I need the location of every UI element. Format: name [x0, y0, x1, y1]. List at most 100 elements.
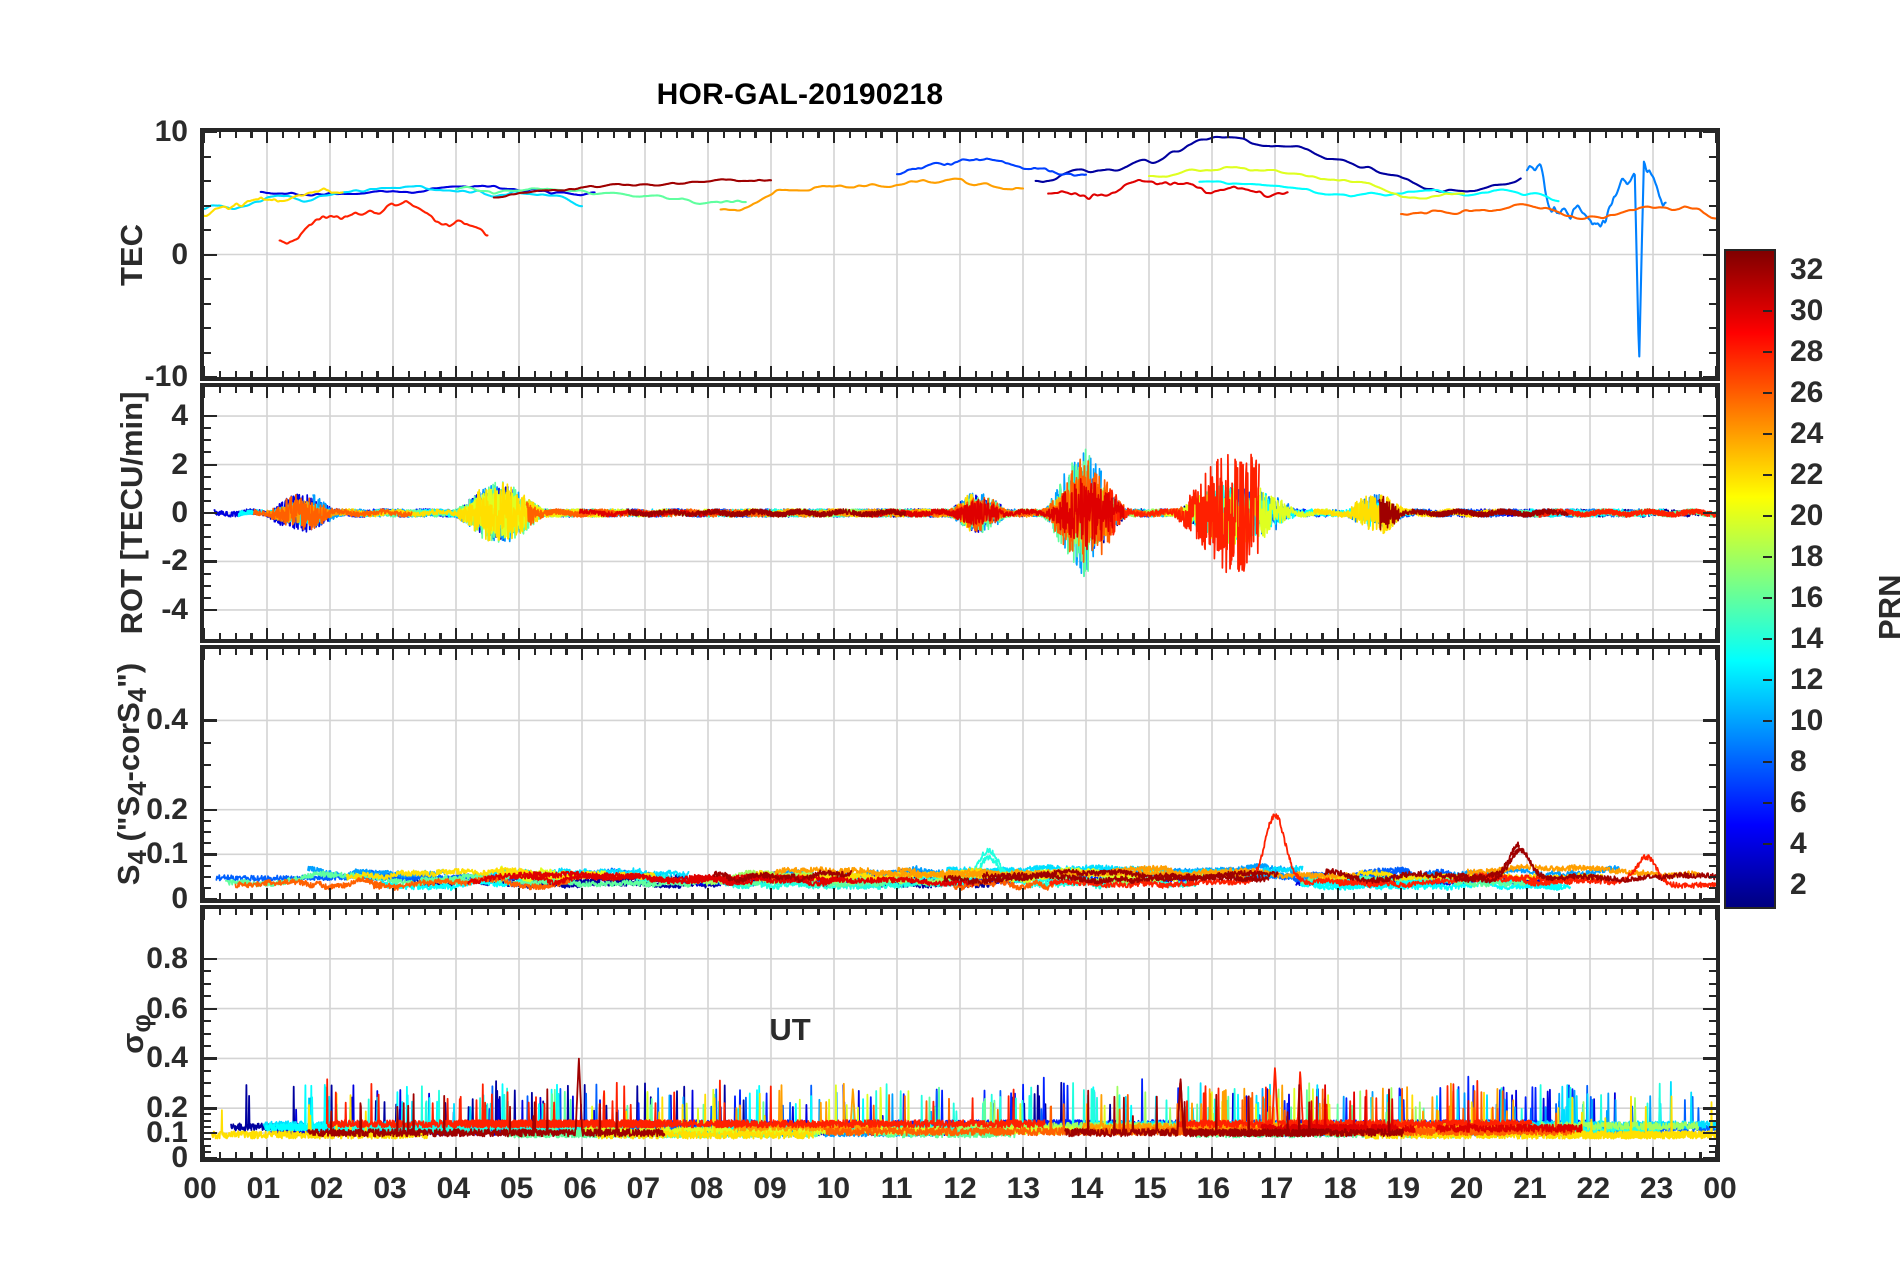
data-series — [307, 1057, 666, 1138]
x-axis-tick-label: 02 — [309, 1172, 344, 1205]
data-series — [714, 1079, 1046, 1129]
data-series — [1174, 1078, 1404, 1138]
plot-panel-rot[interactable] — [200, 383, 1720, 643]
x-axis-label: UT — [769, 1012, 811, 1047]
data-series — [204, 187, 344, 218]
plot-panel-tec[interactable] — [200, 128, 1720, 381]
data-series — [467, 870, 754, 886]
x-axis-tick-label: 08 — [689, 1172, 724, 1205]
x-axis-tick-label: 10 — [816, 1172, 851, 1205]
y-axis-tick-label: -10 — [144, 360, 188, 393]
plot-panel-sigma_phi[interactable] — [200, 905, 1720, 1162]
data-series — [774, 866, 995, 879]
data-series — [897, 866, 1055, 880]
data-series — [1453, 847, 1716, 884]
colorbar-tick-label: 28 — [1790, 334, 1824, 368]
plot-panel-s4[interactable] — [200, 645, 1720, 903]
data-series — [1378, 495, 1552, 531]
y-axis-label-rot: ROT [TECU/min] — [114, 391, 149, 635]
colorbar-tick-label: 6 — [1790, 785, 1807, 819]
x-axis-tick-label: 12 — [943, 1172, 977, 1205]
y-axis-tick-label: 0 — [171, 882, 188, 915]
colorbar-tick-mark — [1763, 309, 1772, 312]
colorbar-tick-mark — [1763, 350, 1772, 353]
data-series — [712, 869, 853, 884]
y-axis-tick-label: -2 — [161, 544, 188, 578]
colorbar-tick-label: 18 — [1790, 539, 1824, 573]
y-axis-label-sigma_phi: σφ — [114, 1013, 157, 1054]
y-axis-tick-label: 0.1 — [146, 837, 188, 871]
colorbar-tick-mark — [1763, 801, 1772, 804]
y-axis-label-tec: TEC — [114, 223, 149, 286]
x-axis-tick-label: 18 — [1323, 1172, 1357, 1205]
data-series — [1565, 508, 1711, 518]
data-series — [712, 508, 837, 518]
colorbar-tick-label: 4 — [1790, 826, 1807, 860]
data-series — [719, 177, 1025, 212]
colorbar-tick-label: 32 — [1790, 252, 1824, 286]
data-series — [823, 1094, 1006, 1137]
x-axis-tick-label: 16 — [1196, 1172, 1231, 1205]
data-series — [1399, 203, 1716, 220]
x-axis-tick-label: 17 — [1259, 1172, 1294, 1205]
colorbar-tick-mark — [1763, 760, 1772, 763]
colorbar[interactable] — [1724, 249, 1776, 909]
x-axis-tick-label: 20 — [1449, 1172, 1484, 1205]
data-series — [454, 185, 747, 205]
data-series — [492, 178, 773, 199]
y-axis-tick-label: 0.8 — [146, 941, 188, 975]
data-series — [1034, 135, 1522, 193]
y-axis-tick-label: 0.2 — [146, 1091, 188, 1125]
colorbar-tick-label: 22 — [1790, 457, 1824, 491]
data-series — [1363, 1091, 1712, 1140]
colorbar-label: PRN — [1872, 574, 1902, 640]
colorbar-tick-mark — [1763, 473, 1772, 476]
colorbar-tick-label: 16 — [1790, 580, 1824, 614]
data-series-group — [213, 448, 1716, 578]
y-axis-tick-label: 0 — [171, 496, 188, 529]
data-series — [861, 478, 1125, 551]
data-series-group — [211, 1057, 1716, 1140]
data-series — [1525, 160, 1667, 358]
x-axis-tick-label: 01 — [246, 1172, 281, 1205]
x-axis-tick-label: 11 — [880, 1172, 913, 1205]
x-axis-tick-label: 07 — [626, 1172, 661, 1205]
x-axis-tick-label: 21 — [1513, 1172, 1547, 1205]
colorbar-tick-label: 2 — [1790, 867, 1807, 901]
y-axis-tick-label: 10 — [154, 115, 188, 148]
y-axis-label-s4: S4 ("S4-corS4") — [110, 662, 153, 886]
colorbar-tick-label: 20 — [1790, 498, 1824, 532]
plot-area-sigma_phi — [204, 909, 1716, 1158]
data-series — [981, 864, 1260, 880]
colorbar-tick-label: 14 — [1790, 621, 1824, 655]
x-axis-tick-label: 03 — [373, 1172, 407, 1205]
data-series — [1147, 166, 1466, 200]
x-axis-tick-label: 05 — [499, 1172, 534, 1205]
x-axis-tick-label: 13 — [1006, 1172, 1041, 1205]
y-axis-tick-label: 2 — [171, 447, 188, 481]
x-axis-tick-label: 23 — [1639, 1172, 1674, 1205]
data-series — [1108, 453, 1260, 574]
y-axis-tick-label: 0.4 — [146, 703, 188, 737]
data-series-group — [204, 135, 1716, 358]
y-axis-tick-label: 0.1 — [146, 1116, 188, 1150]
data-series — [476, 1081, 665, 1129]
x-axis-tick-label: 19 — [1386, 1172, 1421, 1205]
data-series — [346, 867, 549, 881]
data-series — [1198, 180, 1560, 203]
y-axis-tick-label: 0 — [171, 237, 188, 271]
y-axis-tick-label: 0.6 — [146, 991, 188, 1025]
data-series — [1323, 841, 1520, 884]
colorbar-tick-label: 26 — [1790, 375, 1824, 409]
y-axis-tick-label: 0.4 — [146, 1041, 188, 1075]
plot-area-rot — [204, 387, 1716, 639]
x-axis-tick-label: 22 — [1576, 1172, 1611, 1205]
plot-area-s4 — [204, 649, 1716, 899]
x-axis-tick-label: 00 — [183, 1172, 217, 1205]
colorbar-tick-label: 24 — [1790, 416, 1824, 450]
data-series — [596, 1092, 814, 1140]
data-series — [953, 878, 1055, 891]
colorbar-tick-label: 12 — [1790, 662, 1824, 696]
x-axis-tick-label: 00 — [1703, 1172, 1737, 1205]
